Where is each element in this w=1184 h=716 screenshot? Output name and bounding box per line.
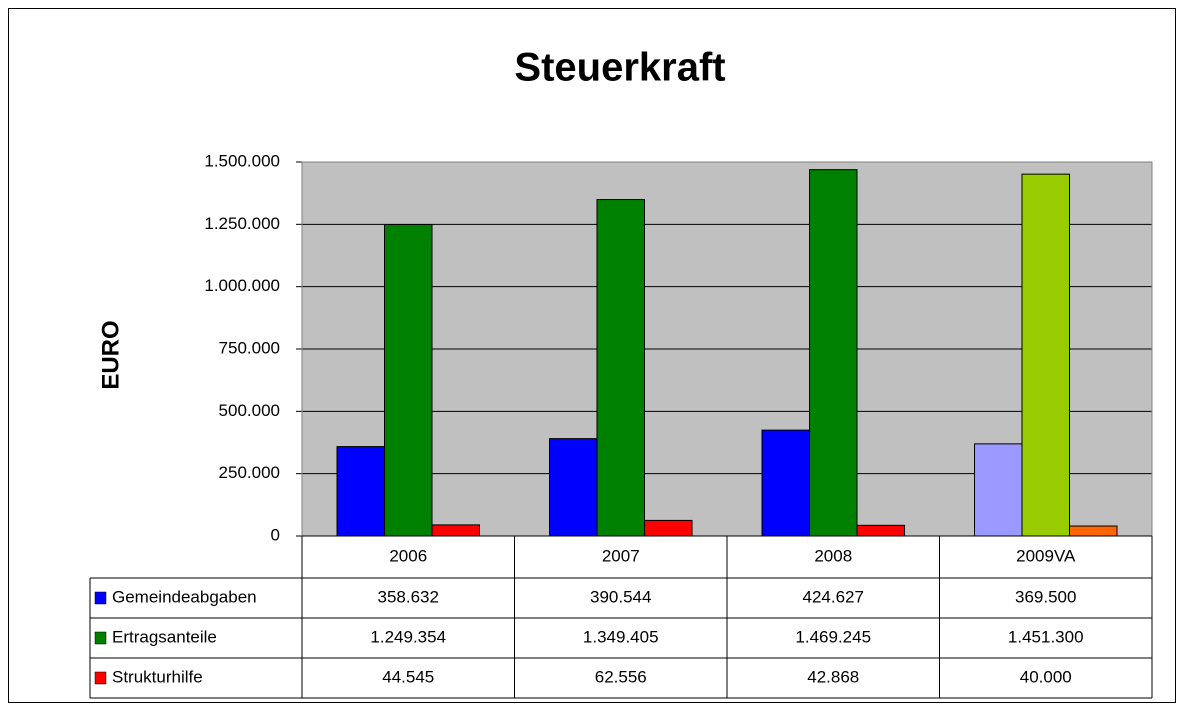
legend-key: [94, 671, 107, 685]
bar: [1068, 525, 1118, 537]
legend-label: Gemeindeabgaben: [112, 587, 257, 606]
legend-label: Ertragsanteile: [112, 627, 217, 646]
bar: [336, 446, 386, 537]
y-tick-label: 0: [271, 525, 280, 544]
bar: [974, 443, 1023, 537]
bar: [431, 524, 480, 537]
table-value: 358.632: [378, 587, 439, 606]
y-axis-label: EURO: [97, 320, 124, 389]
x-tick-label: 2007: [602, 546, 640, 565]
legend-key: [94, 591, 107, 605]
legend-label: Strukturhilfe: [112, 667, 203, 686]
x-tick-label: 2008: [814, 546, 852, 565]
legend-key: [94, 631, 107, 645]
bar: [1021, 173, 1070, 537]
bar: [856, 524, 905, 537]
table-value: 1.469.245: [795, 627, 871, 646]
bar: [643, 519, 693, 537]
x-tick-label: 2006: [389, 546, 427, 565]
bar: [761, 429, 811, 537]
bar: [549, 438, 598, 537]
table-value: 1.349.405: [583, 627, 659, 646]
table-value: 62.556: [595, 667, 647, 686]
table-value: 44.545: [382, 667, 434, 686]
y-tick-label: 1.250.000: [204, 214, 280, 233]
y-tick-label: 250.000: [219, 463, 280, 482]
table-value: 424.627: [803, 587, 864, 606]
chart-title: Steuerkraft: [514, 46, 725, 90]
bar: [384, 223, 433, 537]
y-tick-label: 1.000.000: [204, 276, 280, 295]
table-value: 1.451.300: [1008, 627, 1084, 646]
bar: [809, 169, 858, 537]
y-tick-label: 1.500.000: [204, 151, 280, 170]
y-tick-label: 750.000: [219, 338, 280, 357]
table-value: 369.500: [1015, 587, 1076, 606]
table-value: 40.000: [1020, 667, 1072, 686]
bar: [596, 199, 645, 537]
y-tick-label: 500.000: [219, 401, 280, 420]
table-value: 1.249.354: [370, 627, 446, 646]
table-value: 42.868: [807, 667, 859, 686]
table-value: 390.544: [590, 587, 651, 606]
x-tick-label: 2009VA: [1016, 546, 1076, 565]
